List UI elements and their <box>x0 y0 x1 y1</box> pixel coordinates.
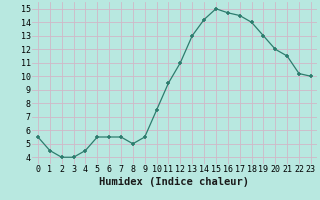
X-axis label: Humidex (Indice chaleur): Humidex (Indice chaleur) <box>100 177 249 187</box>
